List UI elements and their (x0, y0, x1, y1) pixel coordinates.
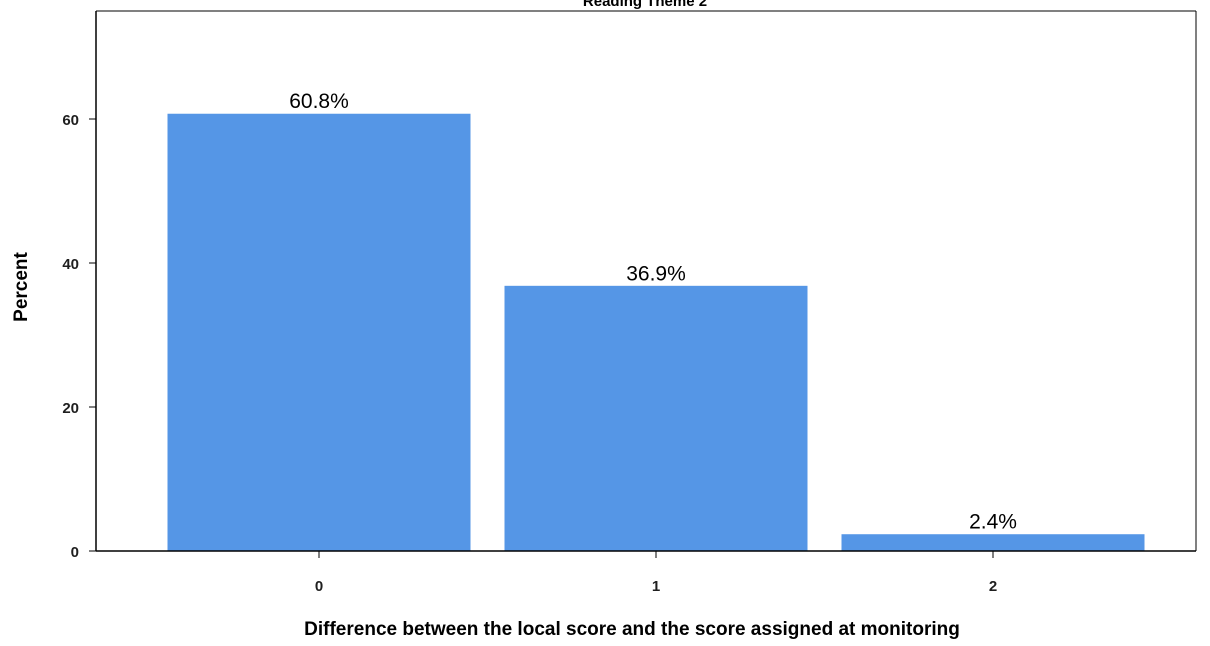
data-label-1: 36.9% (626, 262, 686, 285)
bar-1 (503, 284, 809, 552)
y-tick-label-40: 40 (62, 256, 79, 273)
y-tick-label-0: 0 (71, 544, 79, 561)
bar-0 (166, 112, 472, 552)
data-label-2: 2.4% (969, 511, 1017, 534)
y-axis-title: Percent (11, 251, 32, 321)
bar-2 (840, 533, 1146, 552)
x-axis-title: Difference between the local score and t… (304, 619, 960, 640)
x-tick-label-2: 2 (989, 578, 997, 595)
y-tick-label-20: 20 (62, 400, 79, 417)
x-tick-label-0: 0 (315, 578, 323, 595)
data-label-0: 60.8% (289, 90, 349, 113)
y-tick-label-60: 60 (62, 112, 79, 129)
x-tick-label-1: 1 (652, 578, 660, 595)
chart-title: Reading Theme 2 (583, 0, 707, 10)
